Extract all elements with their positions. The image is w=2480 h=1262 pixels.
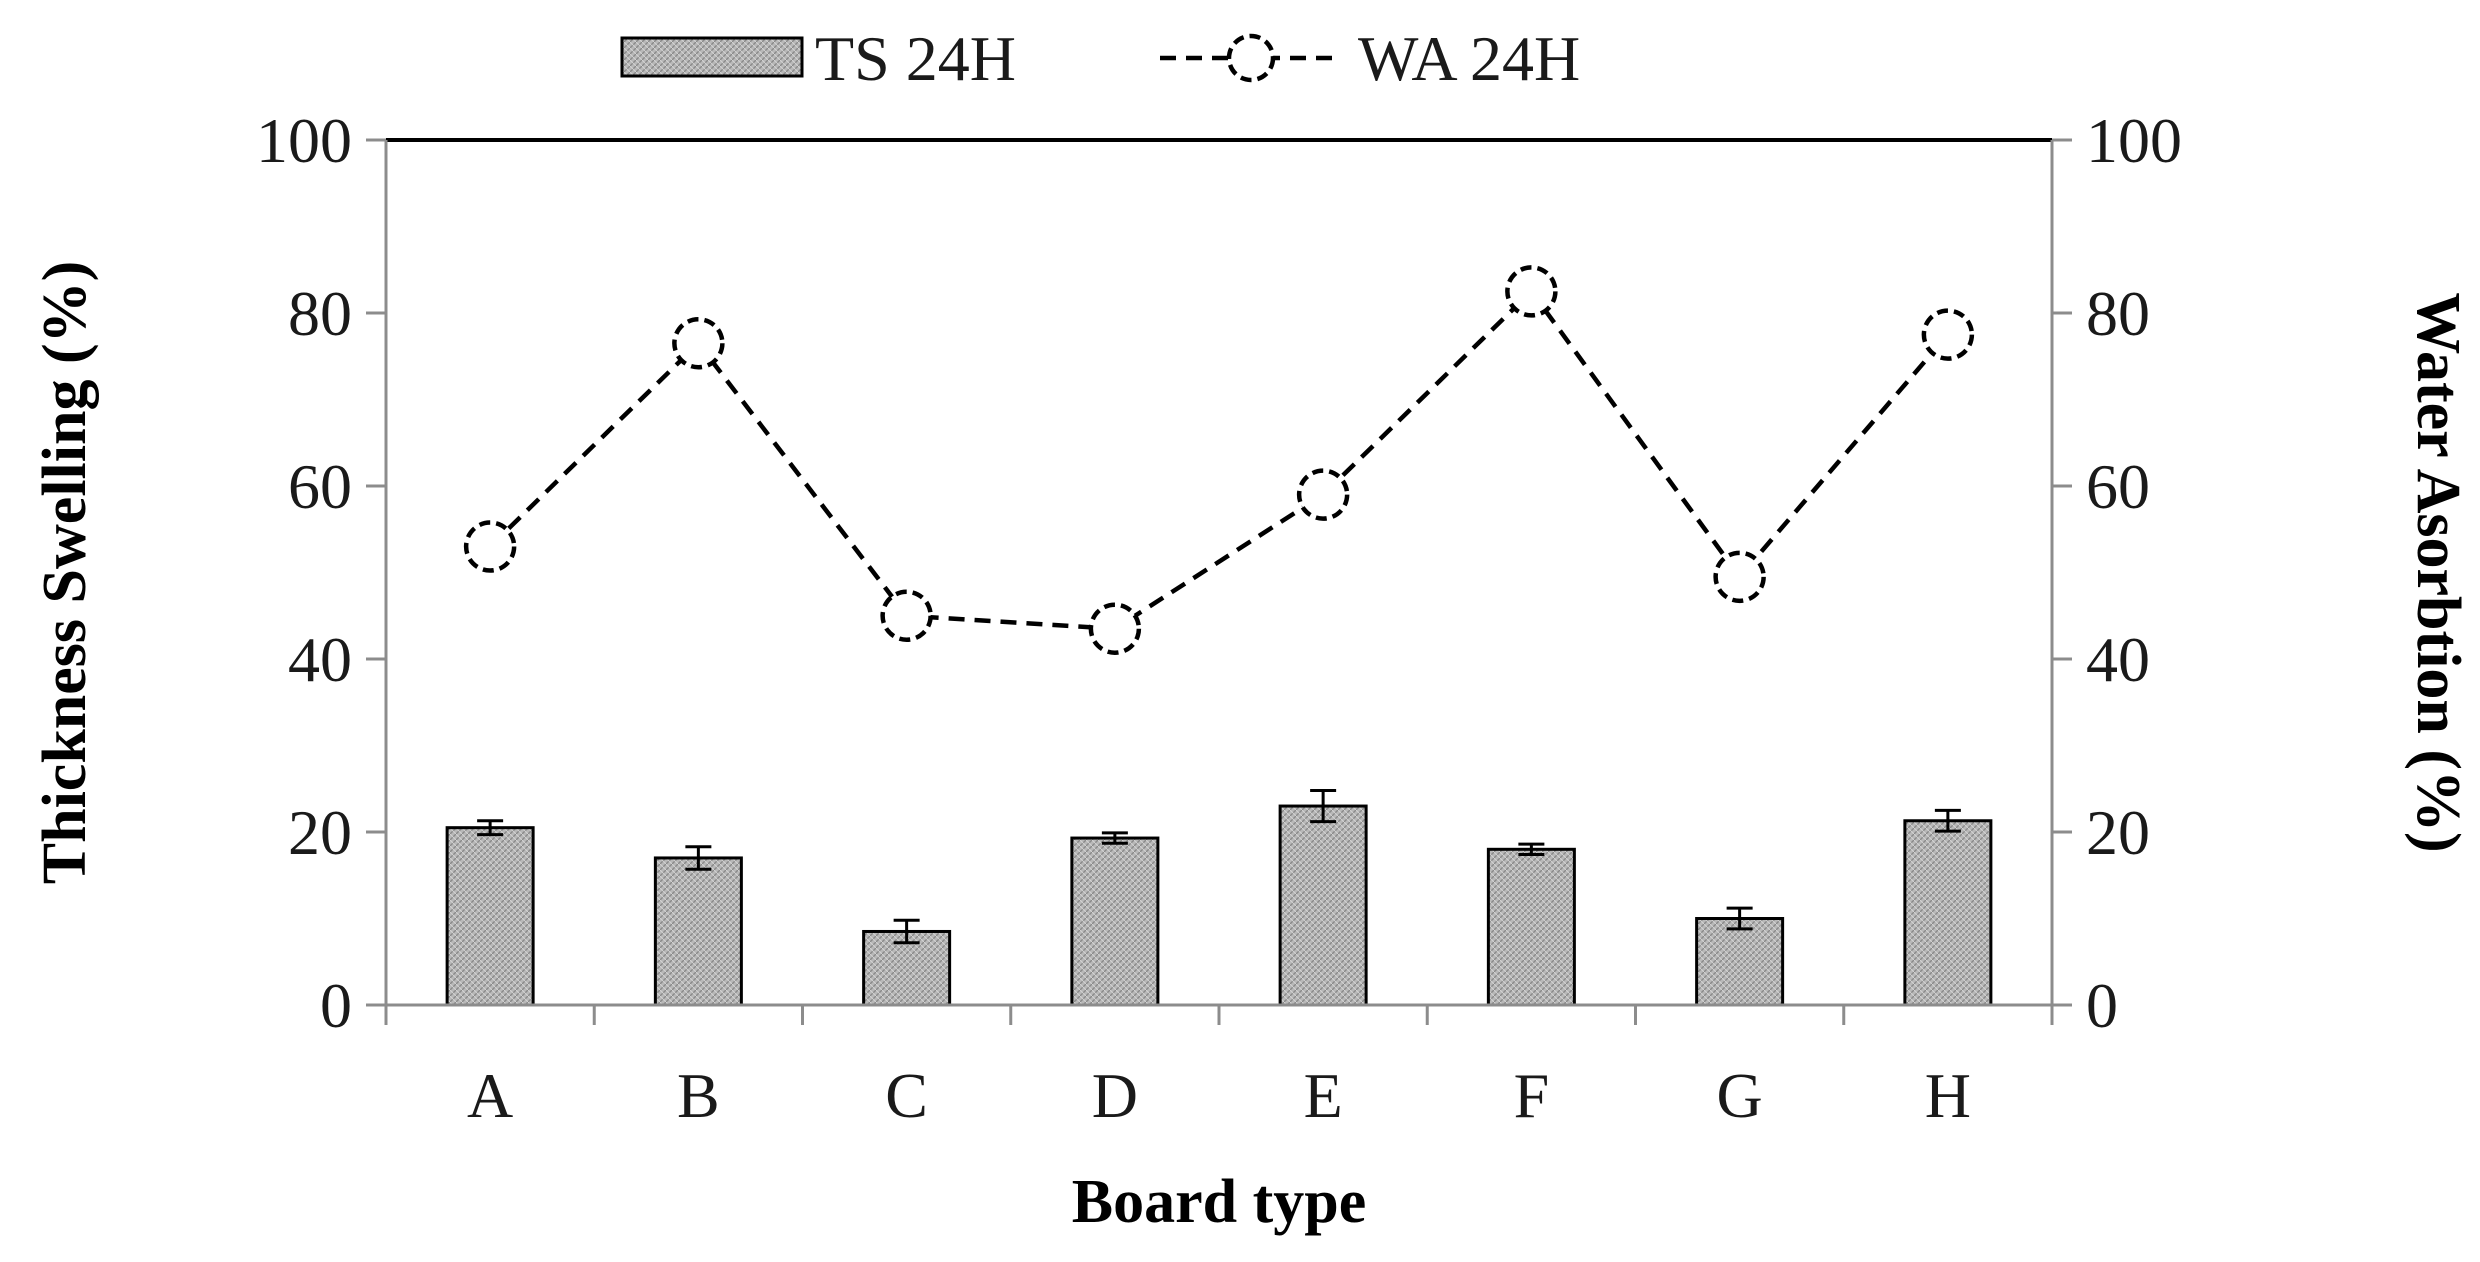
wa-point-F xyxy=(1505,265,1558,318)
legend-swatch-wa-marker xyxy=(1226,33,1276,83)
left-y-tick-label: 20 xyxy=(288,797,352,868)
wa-point-H xyxy=(1921,308,1975,361)
bar-B xyxy=(653,856,743,1007)
line-layer xyxy=(463,265,1975,655)
bar-G xyxy=(1695,917,1785,1007)
bar-A xyxy=(445,826,535,1007)
legend-swatch-ts xyxy=(620,36,804,78)
x-tick-label-B: B xyxy=(677,1060,720,1131)
x-tick-label-D: D xyxy=(1092,1060,1138,1131)
error-bar-H xyxy=(1934,808,1961,833)
bar-D xyxy=(1070,836,1160,1007)
axes-layer xyxy=(366,138,2072,1025)
x-tick-label-E: E xyxy=(1304,1060,1343,1131)
left-y-axis-title: Thickness Swelling (%) xyxy=(31,261,99,885)
left-y-tick-label: 80 xyxy=(288,278,352,349)
label-layer: 0 20 40 60 80 100 0 20 40 60 80 100 A B C D E F G H Board ty… xyxy=(31,105,2472,1236)
right-y-tick-label: 0 xyxy=(2086,970,2118,1041)
x-tick-label-G: G xyxy=(1717,1060,1763,1131)
wa-point-C xyxy=(880,589,933,642)
right-y-axis-title: Water Asorbtion (%) xyxy=(2404,292,2472,852)
legend: TS 24H WA 24H xyxy=(620,23,1580,94)
x-axis-title: Board type xyxy=(1072,1168,1367,1236)
left-y-tick-label: 100 xyxy=(256,105,352,176)
error-bar-B xyxy=(685,845,712,871)
x-tick-label-C: C xyxy=(885,1060,928,1131)
wa-point-A xyxy=(463,520,517,573)
error-bar-E xyxy=(1310,788,1337,824)
x-tick-label-F: F xyxy=(1514,1060,1550,1131)
wa-point-B xyxy=(672,317,725,370)
error-bar-A xyxy=(477,819,504,837)
left-y-tick-label: 60 xyxy=(288,451,352,522)
bar-layer xyxy=(445,788,1993,1007)
bar-F xyxy=(1486,847,1576,1007)
legend-label-ts: TS 24H xyxy=(815,23,1016,94)
right-y-tick-label: 80 xyxy=(2086,278,2150,349)
error-bar-D xyxy=(1101,831,1128,845)
right-y-tick-label: 60 xyxy=(2086,451,2150,522)
left-y-tick-label: 0 xyxy=(320,970,352,1041)
x-tick-label-H: H xyxy=(1925,1060,1971,1131)
wa-point-G xyxy=(1713,550,1766,604)
error-bar-C xyxy=(893,918,920,945)
x-tick-label-A: A xyxy=(467,1060,513,1131)
legend-label-wa: WA 24H xyxy=(1358,23,1580,94)
right-y-tick-label: 100 xyxy=(2086,105,2182,176)
error-bar-G xyxy=(1726,906,1753,931)
right-y-tick-label: 20 xyxy=(2086,797,2150,868)
wa-series-line xyxy=(488,287,1950,632)
bar-H xyxy=(1903,819,1993,1007)
wa-point-D xyxy=(1088,602,1142,655)
left-y-tick-label: 40 xyxy=(288,624,352,695)
right-y-tick-label: 40 xyxy=(2086,624,2150,695)
wa-point-E xyxy=(1296,468,1350,521)
error-bar-F xyxy=(1518,842,1545,856)
bar-E xyxy=(1278,804,1368,1007)
